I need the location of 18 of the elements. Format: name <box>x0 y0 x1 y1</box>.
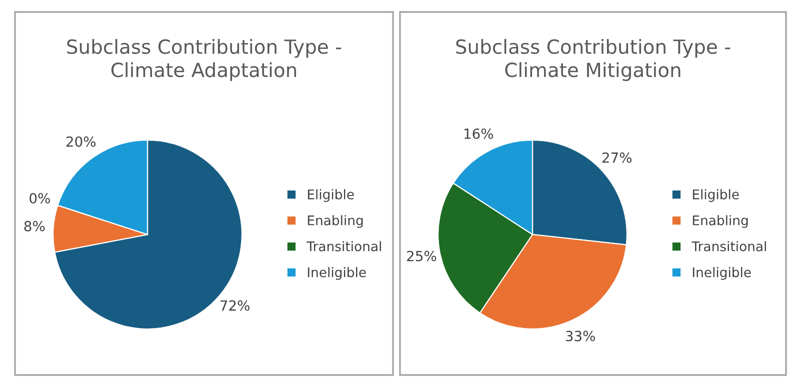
data-label: 27% <box>602 152 632 163</box>
data-label: 72% <box>220 300 250 311</box>
legend-label: Enabling <box>308 215 363 228</box>
data-label: 33% <box>566 330 595 342</box>
legend-label: Transitional <box>692 241 766 252</box>
legend-label: Transitional <box>306 241 381 252</box>
chart-title: Subclass Contribution Type - Climate Adaptation <box>67 38 342 82</box>
legend-label: Eligible <box>308 189 354 202</box>
legend-label: Ineligible <box>692 267 751 280</box>
legend-label: Ineligible <box>308 267 366 280</box>
legend-label: Eligible <box>692 189 739 202</box>
data-label: 8% <box>24 220 45 232</box>
data-label: 20% <box>66 136 96 147</box>
chart-title: Subclass Contribution Type - Climate Mitigation <box>456 38 730 82</box>
data-label: 25% <box>407 250 436 262</box>
data-label: 16% <box>464 128 494 139</box>
legend-label: Enabling <box>692 215 748 228</box>
text: 0% <box>30 193 50 204</box>
